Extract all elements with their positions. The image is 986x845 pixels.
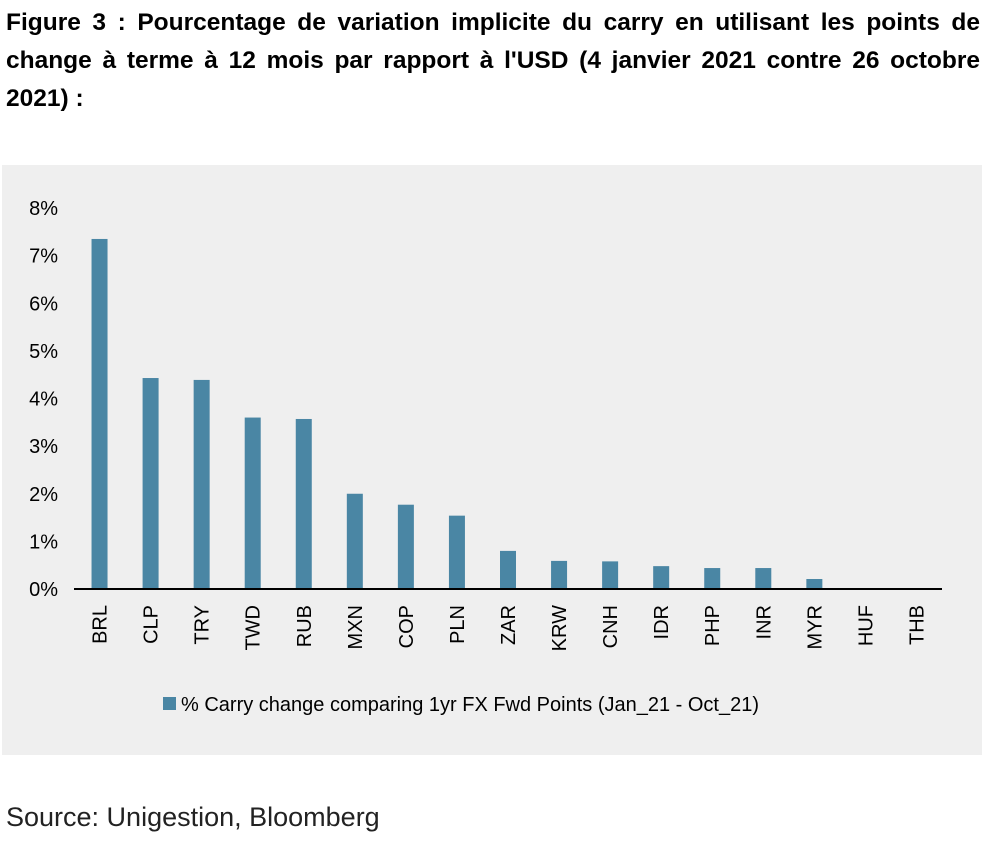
x-tick-label: TRY: [192, 605, 214, 645]
bar-zar: [500, 550, 516, 589]
x-tick-label: IDR: [651, 605, 673, 639]
y-tick-label: 6%: [29, 293, 58, 315]
bar-idr: [653, 566, 670, 589]
x-tick-label: ZAR: [498, 605, 520, 645]
bar-chart: 0% 1% 2% 3% 4% 5% 6% 7% 8% BRL CLP TRY TWD RUB MXN COP…: [29, 198, 942, 716]
figure-title: Figure 3 : Pourcentage de variation impl…: [6, 9, 980, 112]
legend-label: % Carry change comparing 1yr FX Fwd Poin…: [181, 694, 759, 716]
bar-krw: [551, 560, 568, 589]
x-tick-label: THB: [906, 605, 928, 645]
y-tick-label: 4%: [29, 389, 58, 411]
bar-twd: [244, 417, 261, 589]
bar-myr: [806, 578, 823, 589]
bar-pln: [448, 515, 465, 589]
bars: [91, 238, 874, 590]
bar-try: [193, 379, 210, 589]
y-tick-label: 1%: [29, 531, 58, 553]
x-tick-label: KRW: [549, 605, 571, 651]
source-note: Source: Unigestion, Bloomberg: [6, 802, 380, 832]
bar-inr: [755, 568, 772, 589]
y-tick-label: 5%: [29, 341, 58, 363]
y-tick-label: 8%: [29, 198, 58, 220]
bar-mxn: [346, 493, 363, 589]
bar-brl: [91, 238, 108, 590]
x-tick-label: CLP: [141, 605, 163, 644]
bar-rub: [295, 418, 312, 589]
y-tick-label: 0%: [29, 579, 58, 601]
y-axis-ticks: 0% 1% 2% 3% 4% 5% 6% 7% 8%: [29, 198, 58, 601]
x-tick-label: RUB: [294, 605, 316, 647]
bar-cop: [397, 504, 414, 589]
chart-panel: 0% 1% 2% 3% 4% 5% 6% 7% 8% BRL CLP TRY TWD RUB MXN COP…: [2, 165, 982, 755]
x-tick-label: TWD: [243, 605, 265, 651]
x-tick-label: CNH: [600, 605, 622, 648]
x-tick-label: PHP: [702, 605, 724, 646]
x-axis-labels: BRL CLP TRY TWD RUB MXN COP PLN ZAR KRW CNH IDR PHP I…: [90, 605, 929, 651]
legend: % Carry change comparing 1yr FX Fwd Poin…: [163, 694, 759, 716]
x-tick-label: PLN: [447, 605, 469, 644]
bar-clp: [142, 378, 159, 589]
y-tick-label: 3%: [29, 436, 58, 458]
x-tick-label: MXN: [345, 605, 367, 649]
y-tick-label: 2%: [29, 484, 58, 506]
bar-cnh: [602, 561, 619, 589]
x-tick-label: HUF: [855, 605, 877, 646]
x-tick-label: INR: [753, 605, 775, 639]
bar-php: [704, 568, 721, 589]
x-tick-label: BRL: [90, 605, 112, 644]
x-tick-label: MYR: [804, 605, 826, 649]
x-tick-label: COP: [396, 605, 418, 648]
legend-swatch: [163, 697, 176, 710]
y-tick-label: 7%: [29, 246, 58, 268]
